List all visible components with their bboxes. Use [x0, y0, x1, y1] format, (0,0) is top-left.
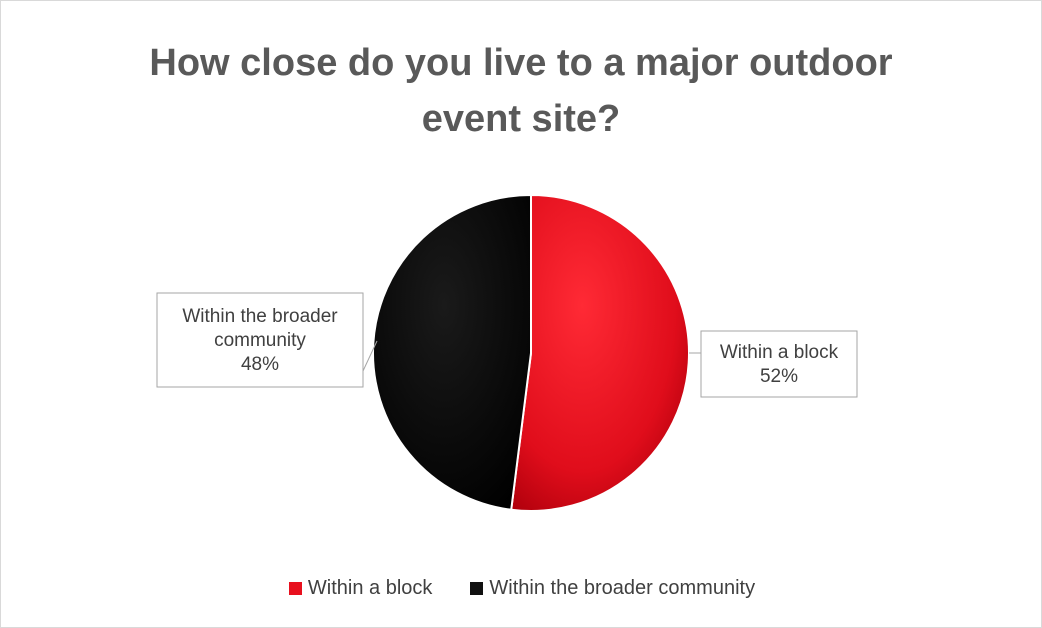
- legend-item-1: Within a block: [288, 577, 433, 600]
- pie-slice-2: [372, 193, 532, 511]
- legend-item-2: Within the broader community: [470, 577, 755, 600]
- data-label-2: Within the broader community 48%: [156, 292, 378, 388]
- legend-label: Within a block: [307, 577, 433, 599]
- data-label-line: 52%: [760, 366, 798, 387]
- data-label-box: [156, 292, 364, 388]
- chart-title: How close do you live to a major outdoor…: [149, 42, 893, 140]
- data-label-line: 48%: [241, 354, 279, 375]
- leader-line: [362, 340, 378, 372]
- legend-swatch: [470, 582, 484, 595]
- legend-label: Within the broader community: [489, 577, 756, 599]
- data-label-1: Within a block 52%: [689, 330, 858, 398]
- legend: Within a block Within the broader communi…: [1, 577, 1042, 600]
- data-label-box: [700, 330, 858, 398]
- pie-slice-1: [510, 193, 690, 512]
- data-label-line: Within the broader: [182, 306, 338, 327]
- legend-swatch: [288, 582, 302, 595]
- data-label-line: community: [214, 330, 306, 351]
- data-label-line: Within a block: [720, 342, 839, 363]
